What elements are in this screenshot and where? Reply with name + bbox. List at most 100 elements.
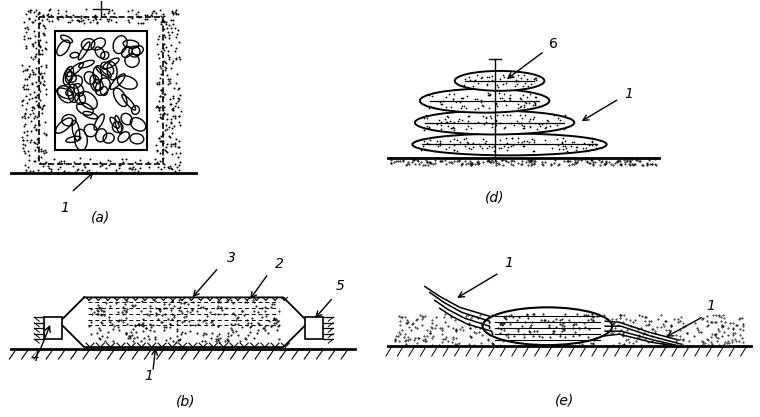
Point bbox=[21, 67, 33, 73]
Point bbox=[28, 105, 40, 111]
Point bbox=[505, 72, 517, 79]
Point bbox=[166, 95, 179, 102]
Point bbox=[40, 45, 52, 51]
Point bbox=[31, 167, 43, 173]
Point bbox=[551, 135, 563, 142]
Point bbox=[153, 134, 165, 141]
Point bbox=[527, 75, 540, 82]
Point bbox=[158, 164, 170, 171]
Point bbox=[527, 98, 540, 105]
Point bbox=[163, 124, 176, 131]
Point bbox=[524, 123, 536, 130]
Point bbox=[484, 91, 496, 98]
Point bbox=[451, 118, 464, 124]
Point bbox=[435, 122, 447, 128]
Point bbox=[59, 158, 71, 164]
Point bbox=[161, 141, 173, 148]
Point bbox=[100, 164, 112, 171]
Point bbox=[161, 24, 173, 31]
Text: 5: 5 bbox=[336, 279, 345, 294]
Point bbox=[149, 155, 161, 162]
Point bbox=[514, 112, 526, 119]
Point bbox=[518, 104, 530, 111]
Point bbox=[159, 33, 171, 40]
Point bbox=[432, 117, 445, 123]
Point bbox=[483, 105, 496, 112]
Point bbox=[486, 143, 498, 150]
Point bbox=[29, 122, 41, 128]
Point bbox=[423, 104, 435, 111]
Point bbox=[445, 125, 458, 131]
Point bbox=[421, 123, 433, 129]
Point bbox=[166, 106, 178, 112]
Point bbox=[536, 121, 548, 127]
Ellipse shape bbox=[415, 111, 575, 135]
Point bbox=[141, 11, 154, 18]
Point bbox=[557, 143, 569, 150]
Point bbox=[74, 160, 86, 167]
Point bbox=[151, 148, 163, 155]
Text: (a): (a) bbox=[91, 211, 111, 224]
Point bbox=[132, 9, 144, 16]
Point bbox=[155, 13, 167, 20]
Point bbox=[447, 95, 459, 102]
Point bbox=[29, 70, 41, 77]
Point bbox=[480, 74, 492, 80]
Point bbox=[458, 82, 470, 88]
Point bbox=[58, 160, 70, 166]
Point bbox=[22, 85, 34, 92]
Point bbox=[110, 13, 122, 20]
Point bbox=[157, 146, 169, 153]
Point bbox=[36, 16, 48, 23]
Point bbox=[169, 55, 182, 62]
Point bbox=[170, 45, 182, 52]
Point bbox=[489, 116, 502, 123]
Point bbox=[25, 54, 37, 60]
Point bbox=[172, 153, 184, 160]
Point bbox=[153, 106, 165, 113]
Point bbox=[143, 163, 155, 170]
Point bbox=[28, 158, 40, 164]
Point bbox=[89, 13, 101, 19]
Point bbox=[423, 123, 435, 130]
Point bbox=[163, 52, 175, 58]
Point bbox=[439, 116, 451, 122]
Point bbox=[173, 138, 185, 144]
Point bbox=[33, 50, 46, 57]
Point bbox=[41, 12, 53, 18]
Point bbox=[34, 145, 46, 152]
Point bbox=[467, 139, 480, 146]
Point bbox=[33, 87, 46, 94]
Point bbox=[173, 39, 185, 45]
Point bbox=[33, 10, 45, 16]
Point bbox=[33, 20, 45, 27]
Point bbox=[166, 10, 179, 16]
Point bbox=[473, 143, 486, 150]
Point bbox=[434, 99, 446, 106]
Point bbox=[159, 58, 171, 65]
Point bbox=[464, 73, 476, 80]
Point bbox=[21, 99, 33, 106]
Point bbox=[21, 163, 33, 170]
Point bbox=[494, 76, 506, 83]
Point bbox=[511, 118, 523, 124]
Bar bbox=[55, 31, 147, 151]
Point bbox=[426, 92, 439, 99]
Point bbox=[577, 145, 589, 151]
Point bbox=[493, 94, 505, 101]
Point bbox=[169, 54, 182, 61]
Point bbox=[170, 6, 182, 13]
Point bbox=[442, 118, 454, 125]
Point bbox=[161, 148, 173, 155]
Point bbox=[569, 143, 581, 150]
Point bbox=[454, 98, 466, 105]
Point bbox=[40, 85, 52, 92]
Point bbox=[154, 75, 166, 81]
Point bbox=[540, 124, 553, 131]
Point bbox=[477, 112, 489, 119]
Point bbox=[25, 128, 37, 134]
Point bbox=[455, 105, 467, 112]
Point bbox=[518, 102, 530, 108]
Point bbox=[150, 103, 162, 110]
Point bbox=[19, 142, 31, 148]
